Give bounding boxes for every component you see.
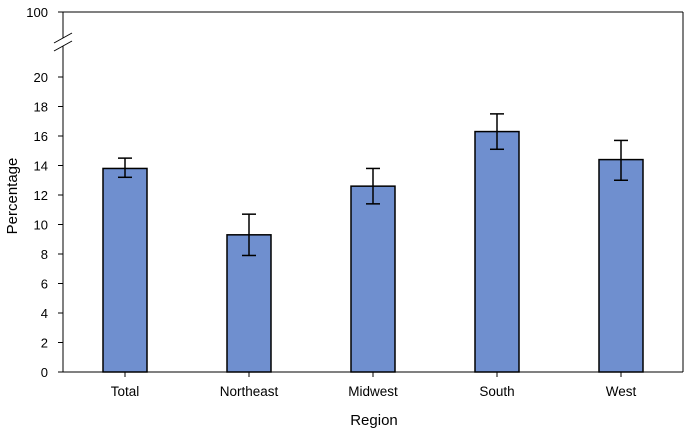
- y-tick-label: 12: [34, 188, 48, 203]
- y-tick-label: 20: [34, 70, 48, 85]
- x-axis-title: Region: [350, 412, 398, 429]
- x-tick-label-total: Total: [111, 384, 140, 399]
- x-tick-label-midwest: Midwest: [348, 384, 398, 399]
- bar-west: [598, 158, 644, 373]
- x-axis: Total Northeast Midwest South West: [111, 372, 637, 399]
- x-tick-label-west: West: [606, 384, 637, 399]
- bar-south: [474, 130, 520, 373]
- y-axis-title: Percentage: [4, 158, 21, 235]
- y-tick-label: 2: [41, 336, 48, 351]
- y-tick-label-100: 100: [26, 5, 48, 20]
- x-tick-label-northeast: Northeast: [220, 384, 279, 399]
- y-axis: 100 0 2 4 6 8 10 12 14 16 18 20: [26, 5, 73, 380]
- x-tick-label-south: South: [479, 384, 514, 399]
- y-tick-label: 10: [34, 218, 48, 233]
- axis-break-mark-upper: [53, 32, 73, 44]
- y-tick-label: 8: [41, 247, 48, 262]
- y-tick-label: 4: [41, 306, 48, 321]
- bar-midwest: [350, 185, 396, 373]
- y-tick-label: 6: [41, 277, 48, 292]
- bar-total: [102, 167, 148, 373]
- y-tick-label: 14: [34, 159, 48, 174]
- axis-break-mark-lower: [53, 40, 73, 52]
- y-tick-label: 18: [34, 100, 48, 115]
- bars: [102, 113, 644, 373]
- y-tick-label: 16: [34, 129, 48, 144]
- y-tick-label: 0: [41, 365, 48, 380]
